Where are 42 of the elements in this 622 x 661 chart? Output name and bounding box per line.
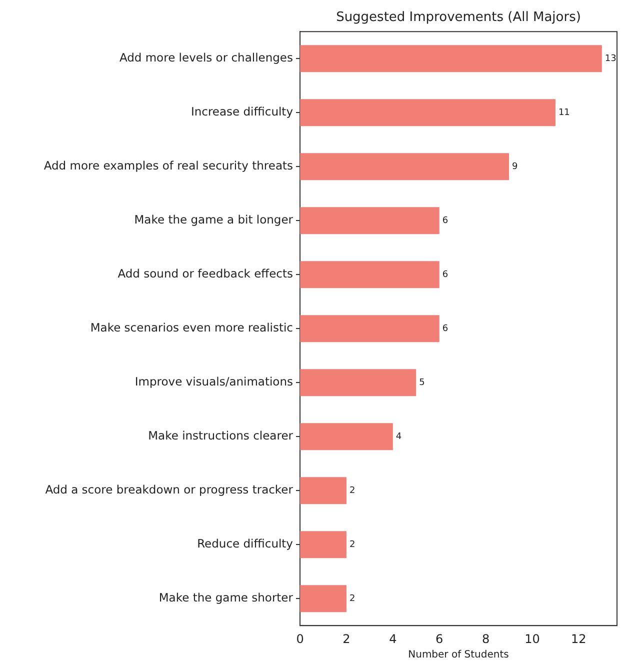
bar — [300, 531, 346, 558]
bar — [300, 585, 346, 612]
x-tick-label: 8 — [482, 632, 490, 646]
x-tick-label: 0 — [296, 632, 304, 646]
x-tick-label: 6 — [436, 632, 444, 646]
data-label: 6 — [442, 270, 448, 280]
data-label: 2 — [349, 594, 356, 604]
data-label: 6 — [442, 324, 448, 334]
y-tick-label: Make instructions clearer — [148, 428, 294, 443]
bar — [300, 45, 602, 72]
data-label: 9 — [512, 162, 518, 172]
y-tick-label: Make the game shorter — [158, 590, 294, 605]
data-label: 11 — [558, 108, 570, 118]
bar — [300, 477, 346, 504]
y-tick-label: Make scenarios even more realistic — [90, 320, 293, 335]
x-tick-label: 12 — [571, 632, 586, 646]
y-tick-label: Add a score breakdown or progress tracker — [45, 482, 294, 497]
y-tick-label: Add sound or feedback effects — [118, 266, 294, 281]
bar — [300, 99, 556, 126]
bar — [300, 207, 440, 234]
bar — [300, 315, 440, 342]
y-tick-label: Increase difficulty — [190, 104, 294, 119]
chart-title: Suggested Improvements (All Majors) — [336, 10, 581, 26]
x-axis-title: Number of Students — [408, 650, 509, 661]
y-tick-label: Add more examples of real security threats — [44, 158, 293, 173]
y-tick-label: Add more levels or challenges — [119, 50, 293, 65]
data-label: 2 — [349, 540, 356, 550]
data-label: 4 — [396, 432, 402, 442]
data-label: 6 — [442, 216, 448, 226]
bar — [300, 153, 510, 180]
bar — [300, 369, 416, 396]
bar — [300, 261, 440, 288]
y-tick-label: Make the game a bit longer — [134, 212, 294, 227]
bar — [300, 423, 393, 450]
data-label: 5 — [419, 378, 425, 388]
data-label: 2 — [349, 486, 356, 496]
y-tick-label: Reduce difficulty — [197, 536, 294, 551]
x-tick-label: 2 — [342, 632, 350, 646]
x-tick-label: 10 — [524, 632, 540, 646]
y-tick-label: Improve visuals/animations — [134, 374, 293, 389]
data-label: 13 — [604, 54, 616, 64]
x-tick-label: 4 — [389, 632, 397, 646]
